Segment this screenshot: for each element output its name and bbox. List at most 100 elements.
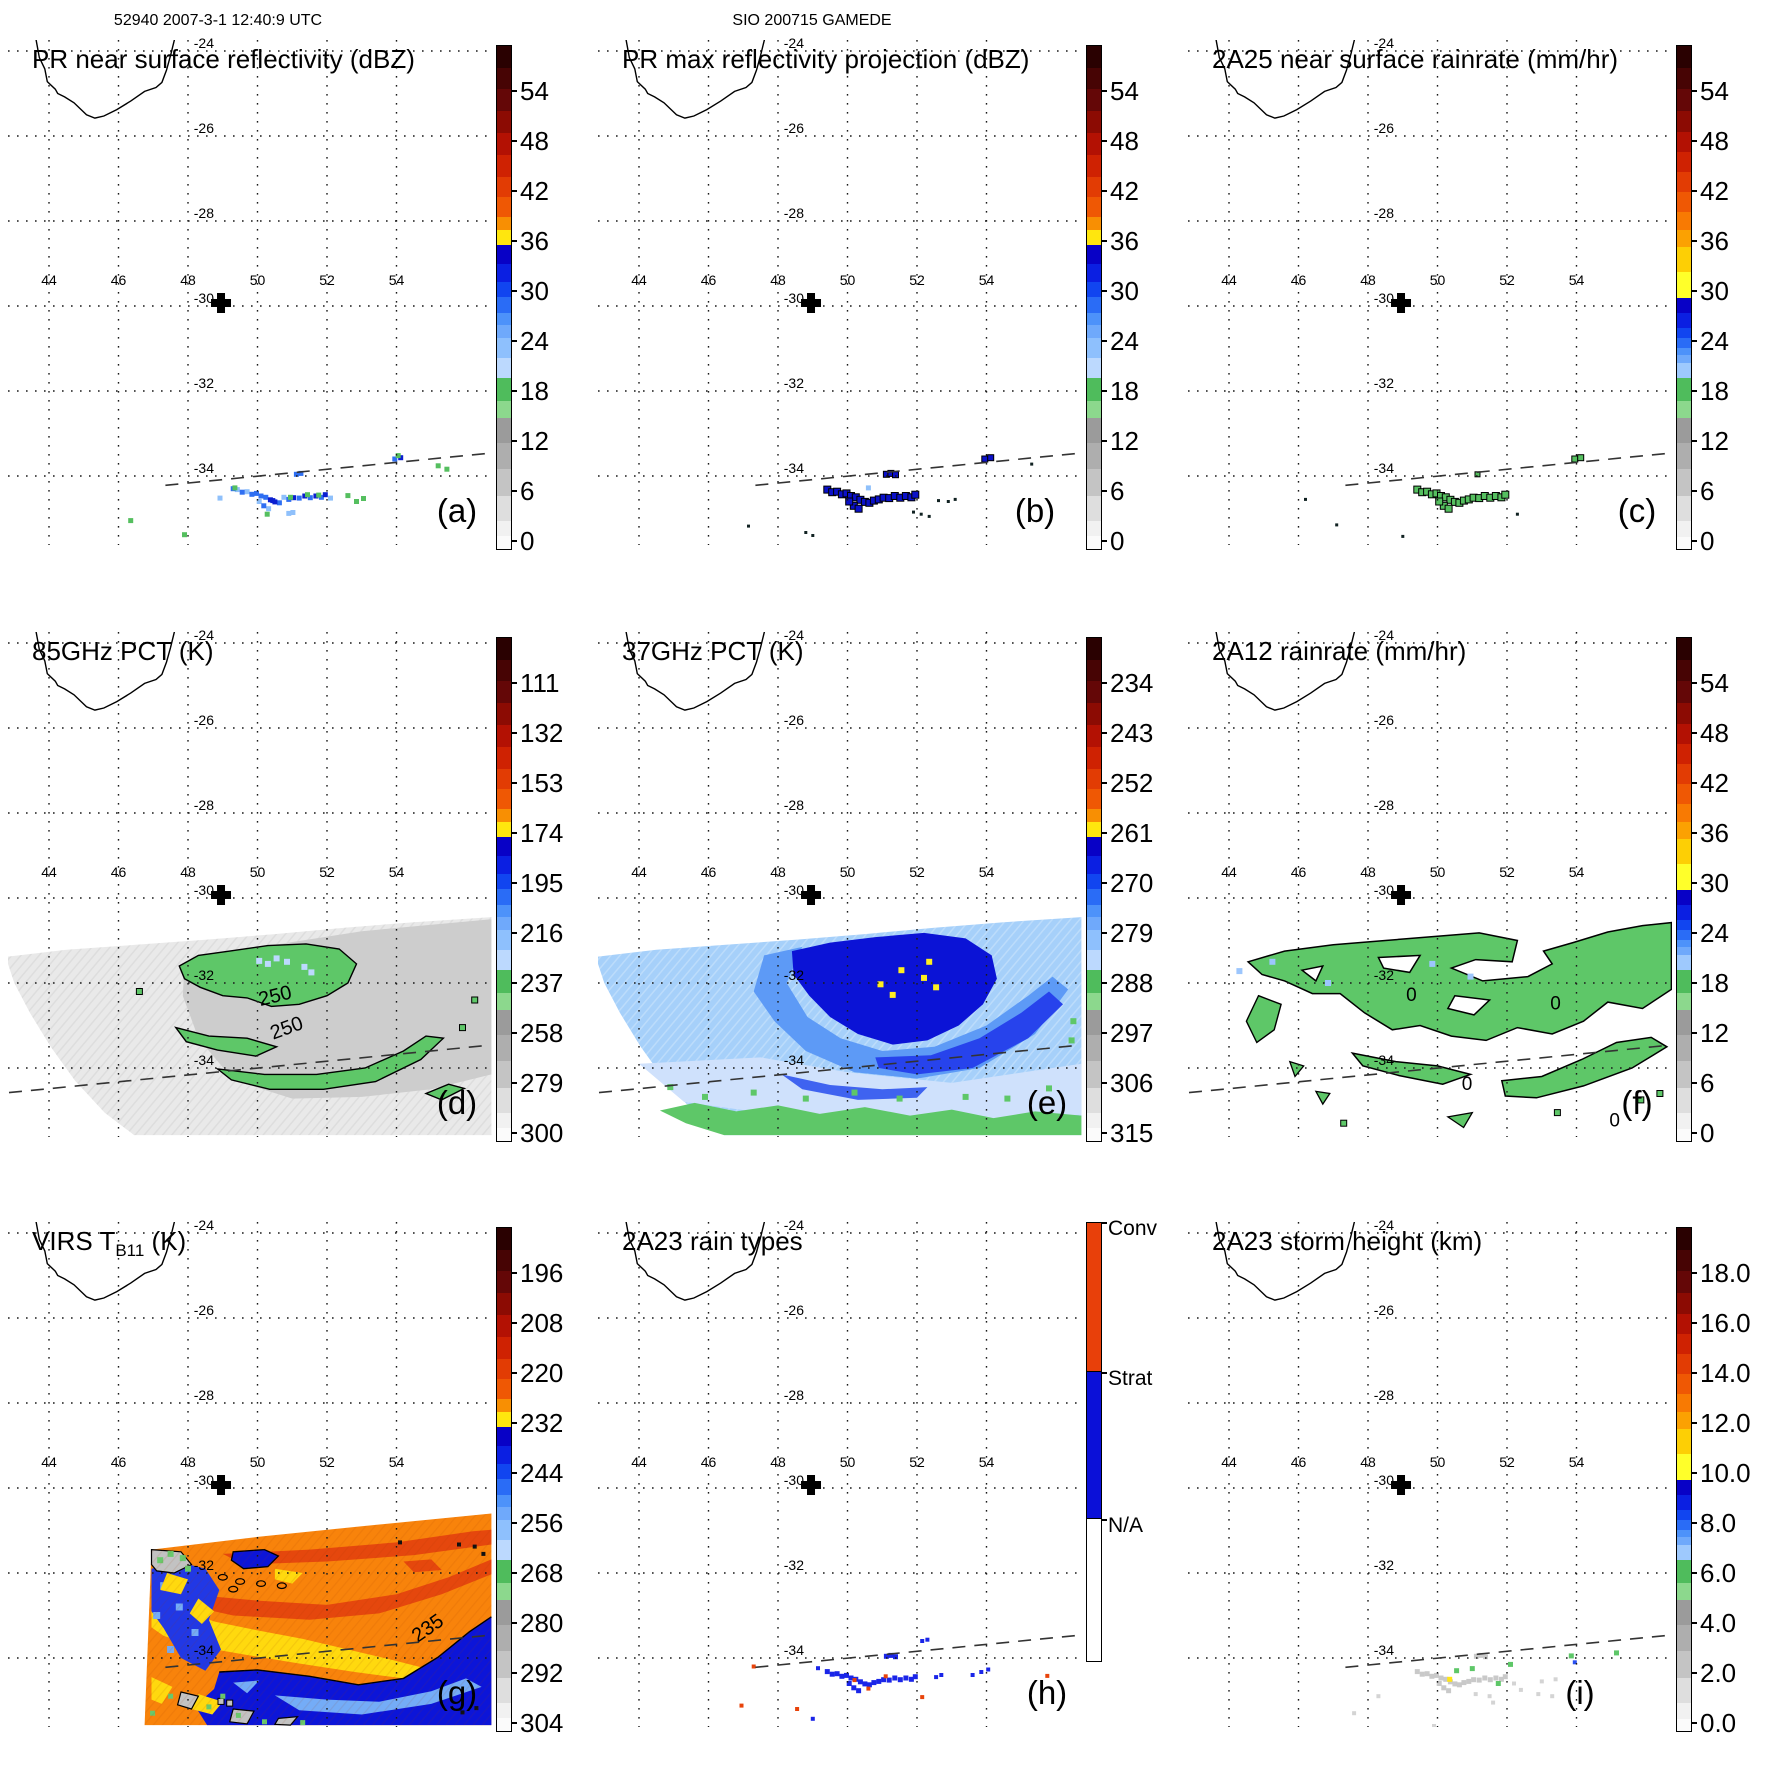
gridlines bbox=[1188, 40, 1672, 545]
colorbar-tick-label: 14.0 bbox=[1700, 1357, 1751, 1388]
lat-tick-label: -32 bbox=[194, 375, 214, 391]
madagascar-coastline bbox=[35, 632, 176, 711]
gridlines bbox=[598, 1222, 1082, 1727]
colorbar-segment bbox=[497, 377, 511, 401]
colorbar-tick-label: 216 bbox=[520, 917, 564, 948]
colorbar-segment bbox=[1677, 400, 1691, 419]
colorbar-segment bbox=[497, 176, 511, 197]
colorbar-tick-mark bbox=[1691, 139, 1697, 142]
lat-tick-label: -24 bbox=[194, 627, 214, 643]
panel-title: VIRS TB11 (K) bbox=[32, 1226, 186, 1260]
colorbar-segment bbox=[497, 357, 511, 378]
panel-feature bbox=[1414, 1669, 1508, 1694]
colorbar-tick-label: 256 bbox=[520, 1507, 564, 1538]
colorbar-tick-label: 220 bbox=[520, 1357, 564, 1388]
colorbar-tick-label: 315 bbox=[1110, 1117, 1154, 1148]
colorbar-segment bbox=[1087, 217, 1101, 230]
colorbar-segment bbox=[1677, 1113, 1691, 1129]
colorbar-tick-mark bbox=[1101, 89, 1107, 92]
colorbar-segment bbox=[1087, 1128, 1101, 1142]
grid-labels: 44 46 48 50 52 54 -24 -26 -28 -30 -32 -34 bbox=[631, 627, 994, 1068]
panel-title: 2A23 storm height (km) bbox=[1212, 1226, 1482, 1256]
colorbar-segment bbox=[497, 312, 511, 326]
colorbar-segment bbox=[1677, 1718, 1691, 1732]
lat-tick-label: -28 bbox=[784, 205, 804, 221]
colorbar-segment bbox=[1677, 378, 1691, 401]
colorbar-tick-mark bbox=[1101, 1081, 1107, 1084]
lat-tick-label: -24 bbox=[1374, 35, 1394, 51]
madagascar-coastline bbox=[625, 40, 766, 119]
colorbar-tick-mark bbox=[1691, 1521, 1697, 1524]
colorbar-segment bbox=[497, 746, 511, 769]
colorbar-segment bbox=[1677, 521, 1691, 537]
colorbar-tick-mark bbox=[1101, 1031, 1107, 1034]
colorbar-tick-mark bbox=[1101, 1519, 1107, 1521]
panel-plot-area bbox=[598, 40, 1082, 545]
colorbar-segment bbox=[497, 1315, 511, 1337]
colorbar-segment bbox=[1677, 496, 1691, 522]
colorbar-tick-mark bbox=[1691, 439, 1697, 442]
colorbar-segment bbox=[497, 1336, 511, 1359]
lat-tick-label: -30 bbox=[784, 1472, 804, 1488]
panel-feature bbox=[174, 1026, 279, 1057]
colorbar-category-label: Conv bbox=[1108, 1217, 1158, 1240]
colorbar-segment bbox=[1087, 768, 1101, 789]
panel-feature bbox=[1447, 1676, 1453, 1682]
colorbar-segment bbox=[1677, 1228, 1691, 1250]
colorbar-tick-mark bbox=[1101, 1222, 1107, 1224]
colorbar-segment bbox=[1677, 171, 1691, 192]
madagascar-coastline bbox=[1215, 632, 1356, 711]
lat-tick-label: -28 bbox=[1374, 205, 1394, 221]
colorbar-tick-label: 244 bbox=[520, 1457, 564, 1488]
colorbar-tick-label: 279 bbox=[1110, 917, 1154, 948]
colorbar-segment bbox=[497, 1010, 511, 1036]
colorbar-segment bbox=[1677, 89, 1691, 112]
colorbar-segment bbox=[1087, 282, 1101, 298]
colorbar-segment bbox=[1087, 874, 1101, 890]
colorbar-tick-label: 234 bbox=[1110, 667, 1154, 698]
panel-letter-label: (a) bbox=[437, 492, 477, 529]
colorbar-segment bbox=[1087, 468, 1101, 497]
colorbar-segment bbox=[497, 1445, 511, 1465]
colorbar-segment bbox=[1677, 229, 1691, 248]
colorbar-tick-label: 304 bbox=[520, 1707, 564, 1738]
colorbar-tick-label: 30 bbox=[1700, 275, 1729, 306]
colorbar-segment bbox=[497, 1519, 511, 1540]
colorbar-tick-mark bbox=[1691, 831, 1697, 834]
lat-tick-label: -28 bbox=[1374, 1387, 1394, 1403]
colorbar-segment bbox=[497, 468, 511, 497]
colorbar-tick-mark bbox=[1101, 731, 1107, 734]
lat-tick-label: -30 bbox=[194, 1472, 214, 1488]
lon-tick-label: 52 bbox=[319, 1454, 335, 1470]
colorbar-tick-mark bbox=[511, 831, 517, 834]
colorbar-segment bbox=[1677, 1293, 1691, 1314]
colorbar-segment bbox=[1087, 443, 1101, 469]
colorbar-segment bbox=[1677, 297, 1691, 313]
colorbar-tick-mark bbox=[511, 1031, 517, 1034]
colorbar-tick-label: 6 bbox=[1110, 475, 1125, 506]
panel-feature bbox=[1571, 454, 1585, 463]
colorbar-dbz-a bbox=[496, 45, 512, 550]
lon-tick-label: 54 bbox=[1569, 272, 1585, 288]
colorbar-tick-label: 24 bbox=[520, 325, 549, 356]
colorbar-tick-mark bbox=[1691, 339, 1697, 342]
lon-tick-label: 52 bbox=[909, 1454, 925, 1470]
colorbar-segment bbox=[497, 263, 511, 283]
lon-tick-label: 50 bbox=[250, 864, 266, 880]
colorbar-tick-mark bbox=[511, 731, 517, 734]
colorbar-segment bbox=[1087, 904, 1101, 918]
colorbar-segment bbox=[1087, 263, 1101, 283]
lat-tick-label: -24 bbox=[1374, 627, 1394, 643]
madagascar-coastline bbox=[35, 1222, 176, 1301]
colorbar-segment bbox=[497, 1411, 511, 1427]
colorbar-tick-mark bbox=[1691, 189, 1697, 192]
colorbar-segment bbox=[1677, 1678, 1691, 1704]
lat-tick-label: -32 bbox=[194, 1557, 214, 1573]
lon-tick-label: 50 bbox=[250, 1454, 266, 1470]
lat-tick-label: -34 bbox=[194, 1052, 214, 1068]
lat-tick-label: -24 bbox=[784, 35, 804, 51]
panel-title: 2A25 near surface rainrate (mm/hr) bbox=[1212, 44, 1618, 74]
colorbar-segment bbox=[497, 725, 511, 747]
colorbar-segment bbox=[1677, 703, 1691, 724]
panel-feature bbox=[739, 1664, 1050, 1711]
